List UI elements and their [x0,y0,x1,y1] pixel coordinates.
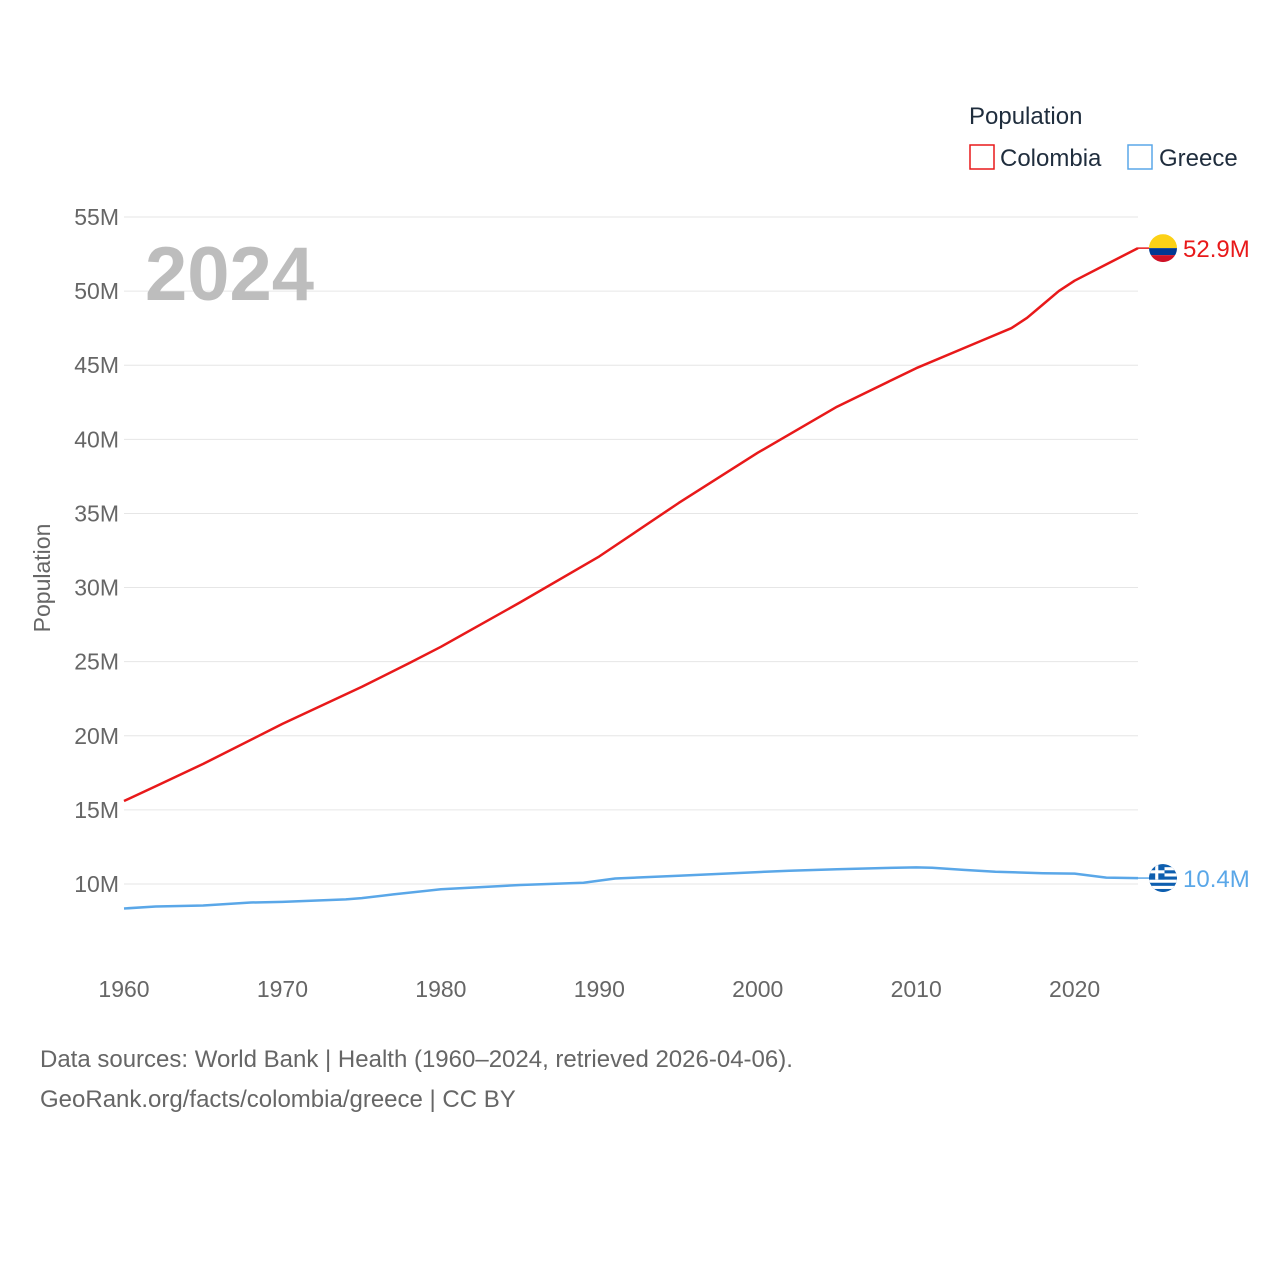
end-value-label-colombia: 52.9M [1183,236,1250,263]
y-tick-55m: 55M [74,204,119,230]
series-end-markers: 52.9M 10.4M [1138,234,1250,893]
y-axis-title: Population [29,524,55,633]
y-tick-45m: 45M [74,352,119,378]
x-tick-2000: 2000 [732,976,783,1002]
legend-swatch-colombia [969,144,995,170]
colombia-flag-icon [1149,234,1177,263]
year-label: 2024 [145,232,314,317]
legend-title: Population [969,103,1082,130]
legend-item-colombia[interactable]: Colombia [969,144,1102,172]
y-axis-ticks: 10M 15M 20M 25M 30M 35M 40M 45M 50M 55M [74,204,119,897]
x-tick-1990: 1990 [574,976,625,1002]
y-tick-50m: 50M [74,278,119,304]
y-tick-30m: 30M [74,575,119,601]
y-tick-10m: 10M [74,871,119,897]
series-lines [123,246,1139,910]
x-tick-1980: 1980 [415,976,466,1002]
y-tick-25m: 25M [74,649,119,675]
x-tick-2010: 2010 [891,976,942,1002]
legend-label-greece: Greece [1159,145,1238,172]
legend-label-colombia: Colombia [1000,145,1102,172]
x-tick-1960: 1960 [98,976,149,1002]
y-tick-20m: 20M [74,723,119,749]
end-value-label-greece: 10.4M [1183,866,1250,893]
y-tick-40m: 40M [74,426,119,452]
x-tick-2020: 2020 [1049,976,1100,1002]
greece-flag-icon [1149,864,1177,893]
footer: Data sources: World Bank | Health (1960–… [40,1040,793,1120]
data-source-note: Data sources: World Bank | Health (1960–… [40,1046,793,1073]
series-line-greece[interactable] [123,866,1139,910]
x-tick-1970: 1970 [257,976,308,1002]
gridlines [124,216,1138,885]
y-tick-15m: 15M [74,797,119,823]
legend-item-greece[interactable]: Greece [1127,144,1238,172]
y-tick-35m: 35M [74,500,119,526]
source-url: GeoRank.org/facts/colombia/greece | CC B… [40,1086,516,1113]
x-axis-ticks: 1960 1970 1980 1990 2000 2010 2020 [98,976,1100,1002]
series-line-colombia[interactable] [123,246,1139,803]
legend-swatch-greece [1127,144,1153,170]
legend: Population Colombia Greece [969,103,1238,172]
